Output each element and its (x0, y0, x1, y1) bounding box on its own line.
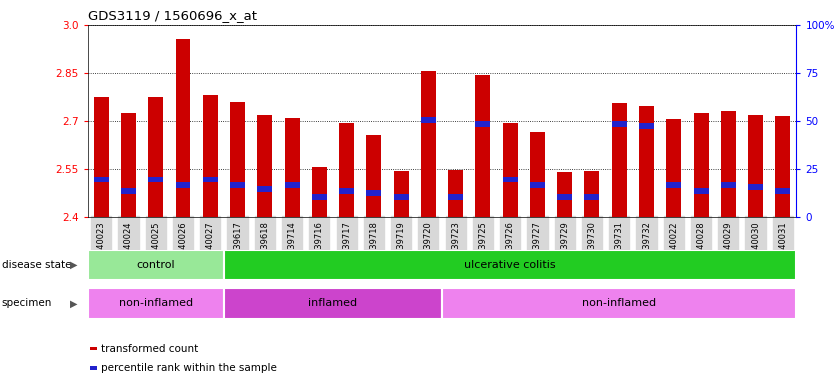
Bar (88, 288, 224, 319)
Bar (121, 113, 136, 217)
Text: ulcerative colitis: ulcerative colitis (465, 260, 556, 270)
Bar (475, 121, 490, 127)
Bar (639, 106, 654, 217)
Bar (776, 188, 791, 194)
Text: ▶: ▶ (70, 298, 78, 308)
Bar (557, 194, 572, 200)
Bar (748, 114, 763, 217)
Text: non-inflamed: non-inflamed (118, 298, 193, 308)
Bar (666, 119, 681, 217)
Text: percentile rank within the sample: percentile rank within the sample (101, 363, 277, 373)
Bar (284, 182, 299, 188)
Bar (203, 95, 218, 217)
Bar (394, 170, 409, 217)
Bar (366, 190, 381, 196)
Bar (394, 194, 409, 200)
Text: transformed count: transformed count (101, 344, 198, 354)
Bar (339, 188, 354, 194)
Bar (530, 182, 545, 188)
Text: disease state: disease state (2, 260, 71, 270)
Bar (530, 132, 545, 217)
Bar (475, 74, 490, 217)
Bar (230, 182, 245, 188)
Bar (666, 182, 681, 188)
Bar (448, 170, 463, 217)
Bar (421, 117, 436, 123)
Bar (224, 250, 796, 280)
Text: specimen: specimen (2, 298, 52, 308)
Bar (776, 116, 791, 217)
Bar (721, 111, 736, 217)
Bar (203, 177, 218, 182)
Bar (175, 39, 190, 217)
Bar (748, 184, 763, 190)
Bar (89, 347, 97, 350)
Bar (612, 103, 626, 217)
Bar (93, 97, 108, 217)
Bar (312, 167, 327, 217)
Bar (639, 123, 654, 129)
Bar (721, 182, 736, 188)
Bar (258, 186, 272, 192)
Bar (612, 121, 626, 127)
Text: ▶: ▶ (70, 260, 78, 270)
Bar (694, 188, 709, 194)
Bar (89, 366, 97, 369)
Bar (503, 122, 518, 217)
Bar (421, 71, 436, 217)
Bar (585, 170, 600, 217)
Text: GDS3119 / 1560696_x_at: GDS3119 / 1560696_x_at (88, 9, 257, 22)
Bar (312, 194, 327, 200)
Bar (148, 177, 163, 182)
Text: control: control (137, 260, 175, 270)
Text: non-inflamed: non-inflamed (582, 298, 656, 308)
Text: inflamed: inflamed (309, 298, 358, 308)
Bar (284, 118, 299, 217)
Bar (224, 288, 442, 319)
Bar (148, 97, 163, 217)
Bar (366, 135, 381, 217)
Bar (557, 172, 572, 217)
Bar (93, 177, 108, 182)
Bar (694, 113, 709, 217)
Bar (121, 188, 136, 194)
Bar (503, 177, 518, 182)
Bar (339, 122, 354, 217)
Bar (448, 194, 463, 200)
Bar (258, 114, 272, 217)
Bar (175, 182, 190, 188)
Bar (230, 102, 245, 217)
Bar (442, 288, 796, 319)
Bar (585, 194, 600, 200)
Bar (88, 250, 224, 280)
